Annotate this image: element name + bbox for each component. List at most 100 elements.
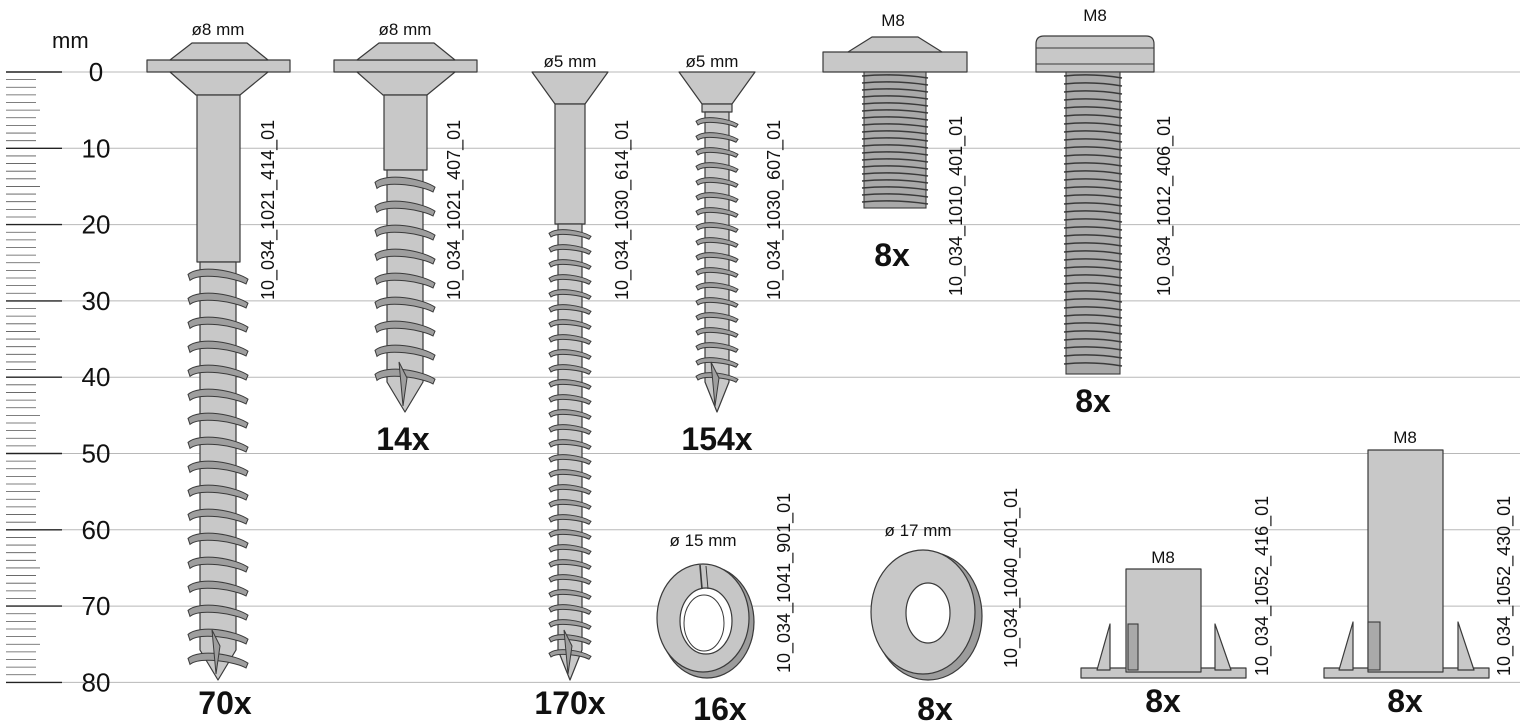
bolt-long-thread-crest	[1063, 338, 1123, 343]
bolt-short-thread-crest	[861, 172, 929, 177]
bolt-long-thread-crest	[1063, 74, 1123, 79]
bolt-short-thread-crest	[861, 186, 929, 191]
screw-c-thread-flank	[548, 379, 592, 390]
screw-d-thread-flank	[695, 147, 739, 158]
bolt-short-thread-crest	[861, 109, 929, 114]
bolt-long-thread-crest	[1063, 258, 1123, 263]
bolt-short-thread-crest	[861, 144, 929, 149]
bolt-long-thread-crest	[1063, 354, 1123, 359]
screw-a-quantity: 70x	[198, 685, 252, 721]
flat-washer-quantity: 8x	[917, 691, 953, 724]
screw-ø5-short: ø5 mm 10_034_1030_607_01 154x	[678, 52, 785, 457]
screw-d-thread-flank	[695, 192, 739, 203]
screw-c-thread-flank	[548, 619, 592, 630]
bolt-short-thread-crest	[861, 179, 929, 184]
screw-b-dimension: ø8 mm	[379, 20, 432, 39]
bolt-long-thread-crest	[1063, 346, 1123, 351]
screw-c-quantity: 170x	[534, 685, 605, 721]
bolt-long-thread-crest	[1063, 306, 1123, 311]
screw-c-thread-flank	[548, 319, 592, 330]
bolt-long-thread-crest	[1063, 106, 1123, 111]
insert-long-quantity: 8x	[1387, 683, 1423, 719]
screw-d-thread-flank	[695, 207, 739, 218]
bolt-short-thread-crest	[861, 95, 929, 100]
bolt-long-thread-crest	[1063, 242, 1123, 247]
flat-washer-part-code: 10_034_1040_401_01	[1001, 488, 1022, 668]
bolt-short-thread-crest	[861, 200, 929, 205]
bolt-long-quantity: 8x	[1075, 383, 1111, 419]
bolt-long-thread-crest	[1063, 114, 1123, 119]
bolt-long-thread-crest	[1063, 138, 1123, 143]
screw-c-thread-flank	[548, 529, 592, 540]
screw-d-thread-tip-flute	[710, 361, 720, 407]
bolt-m8-short: M8 10_034_1010_401_01 8x	[822, 11, 968, 296]
bolt-long-thread-crest	[1063, 122, 1123, 127]
screw-b-thread-flank	[374, 296, 436, 313]
screw-c-thread-flank	[548, 334, 592, 345]
bolt-long-thread-crest	[1063, 186, 1123, 191]
screw-a-thread-flank	[187, 268, 249, 285]
screw-d-thread-core	[704, 111, 730, 413]
screw-c-thread-flank	[548, 259, 592, 270]
screw-d-thread-flank	[695, 132, 739, 143]
screw-c-thread-flank	[548, 484, 592, 495]
screw-a-thread-tip-flute	[211, 629, 221, 675]
screw-a-thread-flank	[187, 556, 249, 573]
bolt-short-thread-crest	[861, 74, 929, 79]
screw-a-thread-flank	[187, 580, 249, 597]
screw-c-thread-flank	[548, 394, 592, 405]
screw-a-thread-flank	[187, 340, 249, 357]
bolt-short-thread-crest	[861, 151, 929, 156]
screw-a-thread-flank	[187, 604, 249, 621]
bolt-short-part-code: 10_034_1010_401_01	[946, 116, 967, 296]
bolt-long-thread-crest	[1063, 170, 1123, 175]
screw-a-thread-flank	[187, 532, 249, 549]
tick-label-70: 70	[82, 591, 111, 621]
bolt-short-dimension: M8	[881, 11, 905, 30]
screw-b-thread-flank	[374, 200, 436, 217]
ruler-scale	[6, 71, 62, 684]
flat-washer-ø17: ø 17 mm 10_034_1040_401_01 8x	[870, 488, 1022, 724]
screw-c-thread-flank	[548, 469, 592, 480]
screw-a-thread-flank	[187, 412, 249, 429]
bolt-long-thread-crest	[1063, 146, 1123, 151]
bolt-long-dimension: M8	[1083, 6, 1107, 25]
screw-a-thread-flank	[187, 292, 249, 309]
screw-a-thread-flank	[187, 508, 249, 525]
bolt-short-thread-crest	[861, 116, 929, 121]
screw-b-thread-flank	[374, 248, 436, 265]
bolt-long-part-code: 10_034_1012_406_01	[1154, 116, 1175, 296]
screw-c-thread-flank	[548, 454, 592, 465]
tick-label-20: 20	[82, 210, 111, 240]
screw-d-thread-flank	[695, 252, 739, 263]
screw-c-thread-flank	[548, 634, 592, 645]
scale-unit-label: mm	[52, 28, 89, 53]
screw-b-thread-tip-flute	[398, 361, 408, 407]
bolt-long-thread-crest	[1063, 82, 1123, 87]
bolt-short-thread-crest	[861, 165, 929, 170]
screw-a-thread-flank	[187, 436, 249, 453]
screw-a-thread-flank	[187, 316, 249, 333]
bolt-short-thread-crest	[861, 88, 929, 93]
tick-label-40: 40	[82, 362, 111, 392]
measurement-grid	[62, 71, 1520, 683]
insert-short-part-code: 10_034_1052_416_01	[1252, 496, 1273, 676]
bolt-m8-long: M8 10_034_1012_406_01 8x	[1035, 6, 1175, 419]
bolt-long-thread-crest	[1063, 218, 1123, 223]
bolt-long-thread-crest	[1063, 362, 1123, 367]
screw-d-thread-flank	[695, 342, 739, 353]
screw-a-thread-flank	[187, 484, 249, 501]
screw-c-thread-flank	[548, 409, 592, 420]
bolt-short-thread-crest	[861, 137, 929, 142]
bolt-short-thread-crest	[861, 123, 929, 128]
bolt-short-quantity: 8x	[874, 237, 910, 273]
bolt-short-thread-crest	[861, 158, 929, 163]
bolt-long-thread-crest	[1063, 154, 1123, 159]
tick-label-50: 50	[82, 439, 111, 469]
screw-a-thread-flank	[187, 388, 249, 405]
screw-d-thread-flank	[695, 222, 739, 233]
screw-c-thread-flank	[548, 364, 592, 375]
bolt-long-thread-crest	[1063, 282, 1123, 287]
screw-c-thread-flank	[548, 559, 592, 570]
